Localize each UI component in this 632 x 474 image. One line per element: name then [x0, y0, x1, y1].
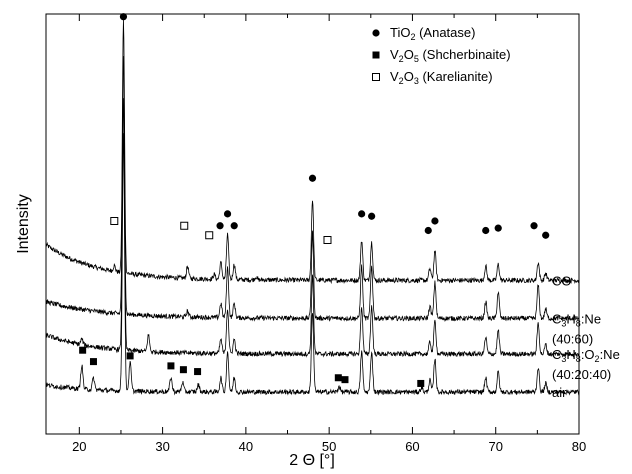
series-label-part: :Ne [581, 311, 601, 326]
series-label-part: 2 [595, 354, 600, 364]
legend-entry-part: 2 [410, 32, 415, 42]
legend-shcherbinaite-symbol [372, 51, 380, 59]
series-label-3: air [552, 385, 567, 400]
legend-entry-0: TiO2 (Anatase) [390, 25, 475, 42]
legend-entry-part: 5 [414, 54, 419, 64]
marker-layer [79, 13, 550, 387]
anatase-marker [482, 226, 490, 235]
x-tick-label: 70 [488, 439, 502, 454]
x-tick-label: 80 [572, 439, 586, 454]
legend-entry-part: TiO [390, 25, 410, 40]
series-label-part: air [552, 385, 567, 400]
shcherbinaite-marker [194, 368, 202, 376]
series-line-3 [45, 133, 580, 396]
x-tick-label: 40 [239, 439, 253, 454]
series-label-part: C [552, 311, 561, 326]
series-label-line2-2: (40:20:40) [552, 367, 611, 382]
shcherbinaite-marker [334, 374, 342, 382]
shcherbinaite-marker [167, 362, 175, 370]
anatase-marker [216, 222, 224, 230]
anatase-marker [424, 226, 432, 235]
shcherbinaite-marker [79, 346, 87, 354]
series-line-2 [45, 98, 580, 358]
series-label-0: CO [552, 273, 572, 288]
series-label-part: 3 [561, 354, 566, 364]
series-label-part: CO [552, 273, 572, 288]
series-label-part: 8 [576, 354, 581, 364]
karelianite-marker [205, 231, 214, 240]
x-tick-label: 20 [72, 439, 86, 454]
x-tick-label: 60 [405, 439, 419, 454]
series-label-1: C3H8:Ne [552, 311, 601, 328]
legend: TiO2 (Anatase)V2O5 (Shcherbinaite)V2O3 (… [372, 25, 511, 86]
shcherbinaite-marker [341, 376, 349, 384]
series-line-1 [45, 56, 580, 323]
karelianite-marker [180, 221, 189, 230]
shcherbinaite-marker [89, 358, 97, 366]
legend-entry-part: O [404, 47, 414, 62]
legend-entry-2: V2O3 (Karelianite) [390, 69, 493, 86]
series-label-part: 3 [561, 318, 566, 328]
legend-entry-part: V [390, 69, 399, 84]
karelianite-marker [323, 236, 332, 244]
x-axis-label: 2 Θ [°] [289, 452, 335, 469]
series-line-0 [45, 19, 580, 285]
plot-frame [45, 13, 580, 435]
x-axis: 20 30 40 50 60 70 80 [72, 14, 586, 454]
anatase-marker [431, 217, 439, 225]
shcherbinaite-marker [126, 352, 134, 360]
series-label-part: H [566, 311, 575, 326]
anatase-marker [530, 222, 538, 230]
shcherbinaite-marker [179, 366, 187, 374]
y-axis-label: Intensity [15, 194, 32, 254]
shcherbinaite-marker [417, 379, 425, 387]
series-label-part: 8 [576, 318, 581, 328]
series-label-part: H [566, 347, 575, 362]
anatase-marker [308, 174, 317, 182]
legend-entry-part: O [404, 69, 414, 84]
karelianite-marker [110, 217, 119, 225]
legend-anatase-symbol [372, 29, 380, 37]
anatase-marker [494, 224, 502, 232]
legend-entry-part: 2 [399, 54, 404, 64]
anatase-marker [119, 13, 128, 21]
series-layer [45, 19, 580, 396]
series-label-part: C [552, 347, 561, 362]
anatase-marker [358, 210, 366, 218]
legend-entry-part: (Karelianite) [419, 69, 493, 84]
legend-entry-part: 3 [414, 76, 419, 86]
anatase-marker [368, 212, 376, 220]
legend-entry-1: V2O5 (Shcherbinaite) [390, 47, 511, 64]
legend-entry-part: (Shcherbinaite) [419, 47, 511, 62]
legend-entry-part: V [390, 47, 399, 62]
x-tick-label: 50 [322, 439, 336, 454]
legend-entry-part: (Anatase) [415, 25, 475, 40]
legend-entry-part: 2 [399, 76, 404, 86]
series-label-2: C3H8:O2:Ne [552, 347, 620, 364]
x-tick-label: 30 [155, 439, 169, 454]
anatase-marker [542, 231, 550, 239]
anatase-marker [230, 222, 238, 230]
anatase-marker [223, 210, 232, 218]
series-label-part: :O [581, 347, 595, 362]
series-label-part: :Ne [600, 347, 620, 362]
series-label-line2-1: (40:60) [552, 331, 593, 346]
legend-karelianite-symbol [372, 73, 380, 81]
